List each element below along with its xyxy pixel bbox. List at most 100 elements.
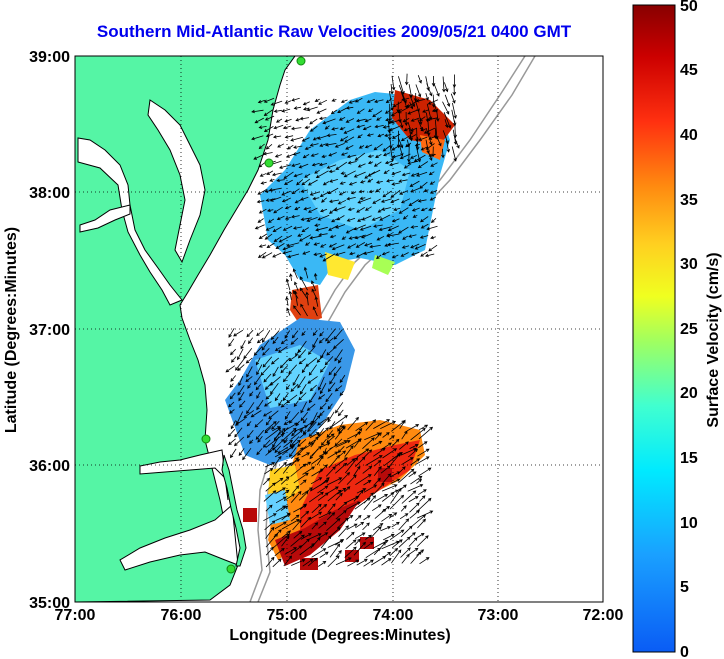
velocity-arrow [229, 392, 236, 400]
velocity-arrow [401, 172, 411, 177]
velocity-arrow [322, 118, 336, 125]
velocity-arrow [283, 420, 291, 425]
pamlico-sound [119, 503, 239, 571]
velocity-arrow [265, 556, 275, 568]
velocity-arrow [393, 207, 401, 212]
velocity-arrow [389, 452, 401, 467]
velocity-arrow [427, 99, 439, 105]
velocity-arrow [327, 555, 340, 568]
velocity-arrow [303, 207, 311, 211]
velocity-arrow [264, 115, 275, 121]
velocity-arrow [262, 477, 271, 486]
velocity-arrow [416, 478, 423, 484]
velocity-arrow [338, 525, 349, 537]
velocity-arrow [291, 430, 297, 437]
velocity-arrow [233, 329, 244, 337]
velocity-arrow [373, 477, 381, 486]
velocity-arrow [444, 119, 449, 129]
velocity-arrow [308, 491, 324, 503]
velocity-arrow [312, 337, 319, 348]
velocity-arrow [298, 234, 312, 242]
velocity-arrow [408, 234, 417, 238]
velocity-arrow [354, 532, 366, 540]
velocity-arrow [310, 536, 321, 549]
velocity-arrow [333, 206, 346, 212]
velocity-arrow [399, 119, 404, 129]
x-tick-label: 75:00 [267, 607, 308, 624]
velocity-arrow [326, 435, 335, 444]
velocity-arrow [280, 365, 289, 374]
velocity-arrow [284, 205, 292, 210]
velocity-arrow [282, 489, 290, 496]
colorbar-gradient [632, 4, 676, 653]
velocity-arrow [326, 133, 337, 138]
velocity-arrow [327, 451, 339, 459]
velocity-arrow [279, 164, 292, 169]
velocity-arrow [326, 337, 334, 344]
velocity-arrow [329, 207, 338, 214]
velocity-arrow [288, 355, 297, 362]
velocity-arrow [441, 148, 445, 159]
velocity-arrow [442, 101, 450, 115]
velocity-arrow [304, 125, 310, 130]
velocity-arrow [391, 154, 401, 159]
velocity-arrow [429, 196, 436, 201]
x-tick-label: 77:00 [55, 607, 96, 624]
velocity-arrow [381, 492, 395, 502]
x-tick-label: 74:00 [373, 607, 414, 624]
velocity-arrow [284, 547, 298, 555]
velocity-arrow [318, 162, 328, 167]
velocity-arrow [373, 419, 391, 429]
velocity-arrow [397, 466, 406, 475]
velocity-arrow [318, 451, 328, 457]
velocity-arrow [390, 487, 402, 504]
velocity-arrow [273, 124, 284, 130]
velocity-arrow [407, 109, 418, 115]
velocity-arrow [256, 399, 264, 411]
velocity-arrow [401, 553, 410, 564]
velocity-arrow [380, 465, 391, 474]
velocity-arrow [431, 146, 435, 158]
velocity-arrow [249, 391, 254, 397]
velocity-arrow [272, 336, 279, 345]
velocity-arrow [430, 162, 438, 167]
velocity-arrow [249, 439, 254, 444]
velocity-arrow [335, 161, 348, 170]
velocity-arrow [356, 448, 370, 458]
velocity-arrow [265, 526, 275, 539]
velocity-arrow [306, 217, 318, 222]
velocity-arrow [280, 505, 289, 511]
velocity-arrow [332, 339, 344, 349]
velocity-arrow [346, 531, 355, 540]
velocity-arrow [374, 508, 387, 519]
velocity-arrow [418, 109, 423, 125]
velocity-arrow [415, 456, 430, 465]
velocity-arrow [328, 169, 336, 174]
velocity-arrow [376, 254, 382, 260]
velocity-arrow [331, 98, 337, 102]
velocity-arrow [387, 225, 399, 232]
x-tick-label: 73:00 [478, 607, 519, 624]
velocity-arrow [269, 178, 275, 182]
velocity-arrow [228, 401, 235, 408]
velocity-arrow [335, 224, 346, 229]
velocity-arrow [344, 445, 354, 458]
velocity-arrow [337, 409, 344, 417]
velocity-arrow [382, 448, 398, 459]
velocity-arrow [433, 83, 440, 97]
velocity-arrow [265, 482, 276, 492]
radar-stations [201, 56, 306, 574]
y-tick-label: 36:00 [29, 458, 70, 475]
velocity-arrow [389, 139, 393, 149]
velocity-arrow [297, 438, 307, 447]
velocity-arrow [339, 391, 344, 397]
velocity-arrow [307, 557, 318, 567]
velocity-arrow [426, 103, 433, 121]
velocity-arrow [415, 98, 426, 103]
velocity-arrow [302, 558, 314, 567]
velocity-arrow [363, 484, 378, 493]
velocity-arrow [289, 273, 293, 281]
velocity-arrow [452, 102, 457, 119]
x-tick-label: 72:00 [583, 607, 624, 624]
velocity-arrow [363, 250, 374, 255]
